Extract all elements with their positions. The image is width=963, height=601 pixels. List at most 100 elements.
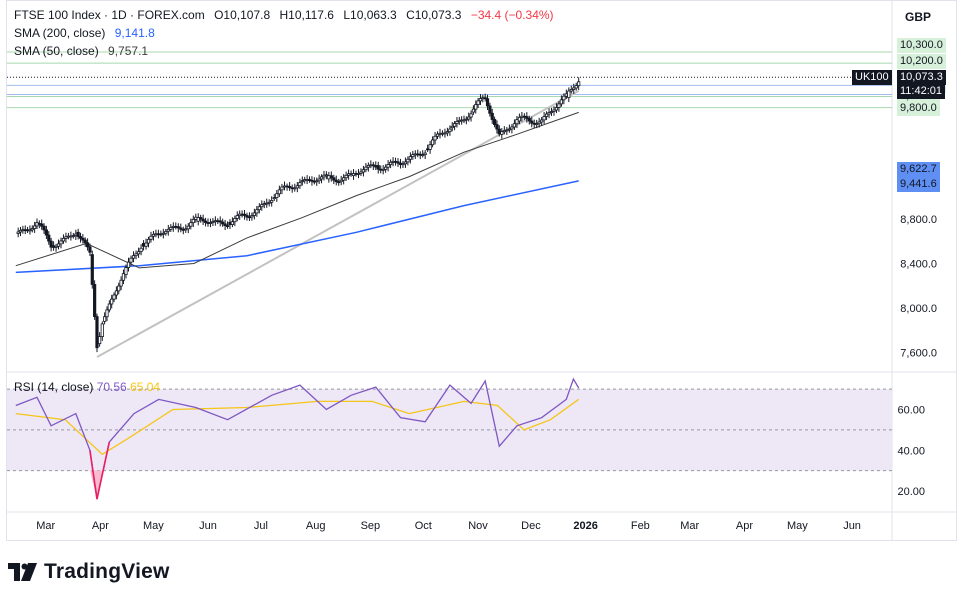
candle-body [413,153,417,156]
rsi-legend[interactable]: RSI (14, close) 70.56 65.04 [14,380,160,394]
candle-body [298,182,302,187]
candle-body [433,135,437,141]
candle-body [398,162,403,165]
candle-body [206,222,210,224]
candle-body [552,109,556,112]
candle-body [485,98,490,107]
rsi-value: 70.56 [96,380,127,394]
candle-body [171,225,175,228]
tradingview-brand: TradingView [8,560,170,584]
rsi-oversold-fill [89,470,103,500]
candle-body [156,233,160,236]
candle-body [282,185,287,188]
candle-body [467,116,471,120]
time-tick-label: Mar [680,520,699,532]
candle-body [169,226,173,230]
candle-body [349,173,353,175]
candle-body [435,133,440,137]
price-level-tag[interactable]: 10,300.0 [897,38,946,53]
candle-body [490,112,494,120]
candle-body [277,189,281,195]
price-level-tag[interactable]: 9,622.7 [897,162,940,177]
candle-body [525,116,529,119]
rsi-label: RSI (14, close) [14,380,94,394]
candle-body [540,119,544,123]
sma50-value: 9,757.1 [108,44,149,58]
candle-body [201,218,205,222]
candle-body [272,197,276,200]
price-level-tag[interactable]: 9,800.0 [897,100,940,116]
candle-body [194,216,198,220]
candle-body [500,131,504,135]
candle-body [421,154,425,157]
sma200-legend[interactable]: SMA (200, close) 9,141.8 [14,26,161,40]
time-tick-label: May [143,520,164,532]
time-tick-label: 2026 [573,520,597,532]
candle-body [332,177,336,181]
candle-body [396,161,400,164]
candle-body [186,225,190,230]
candle-body [293,187,297,190]
candle-body [28,229,32,232]
time-tick-label: May [787,520,808,532]
time-tick-label: Jun [199,520,217,532]
candle-body [356,172,361,175]
candle-body [88,246,92,253]
candle-body [230,221,235,225]
candle-body [517,116,522,122]
candle-body [315,180,319,183]
candle-body [247,216,252,219]
candle-body [265,202,269,205]
candle-body [418,153,422,156]
candle-body [59,240,63,245]
price-tick-label: 7,600.0 [900,348,937,360]
candle-body [260,204,264,208]
rsi-tick-label: 40.00 [897,445,925,457]
candle-body [510,126,514,130]
price-level-tag[interactable]: 9,441.6 [897,177,940,192]
candle-body [559,99,563,105]
candle-body [476,100,480,105]
candle-body [144,242,148,247]
time-tick-label: Dec [521,520,541,532]
candle-body [218,220,222,223]
candle-body [78,236,83,239]
candle-body [567,90,571,99]
ticker-tag[interactable]: UK100 [852,70,892,86]
countdown-tag[interactable]: 11:42:01 [897,84,946,100]
rsi-band [7,389,892,471]
candle-body [403,161,408,165]
candle-body [112,294,116,300]
symbol-title[interactable]: FTSE 100 Index · 1D · FOREX.com [14,8,205,22]
time-tick-label: Sep [361,520,381,532]
candle-body [445,131,450,134]
candle-body [505,129,509,132]
candle-body [221,221,225,225]
sma200-line [15,180,579,274]
candle-body [478,98,483,102]
candle-body [428,144,432,150]
candle-body [71,235,75,237]
candle-body [386,164,390,168]
candle-body [557,103,561,108]
candle-body [464,118,468,121]
candle-body [49,240,53,248]
candle-body [379,168,383,171]
candle-body [213,220,217,223]
candle-body [520,115,524,118]
last-price-tag[interactable]: 10,073.3 [897,70,946,86]
symbol-legend: FTSE 100 Index · 1D · FOREX.com O10,107.… [14,8,560,22]
candle-body [344,174,348,179]
sma50-label: SMA (50, close) [14,44,99,58]
candle-body [527,118,531,122]
candle-body [174,225,178,228]
price-level-tag[interactable]: 10,200.0 [897,54,946,69]
sma50-legend[interactable]: SMA (50, close) 9,757.1 [14,44,154,58]
time-tick-label: Jun [843,520,861,532]
candle-body [255,209,259,214]
candle-body [469,113,473,118]
candle-body [250,215,254,218]
ohlc-high: H10,117.6 [279,8,334,22]
currency-label[interactable]: GBP [905,10,932,24]
